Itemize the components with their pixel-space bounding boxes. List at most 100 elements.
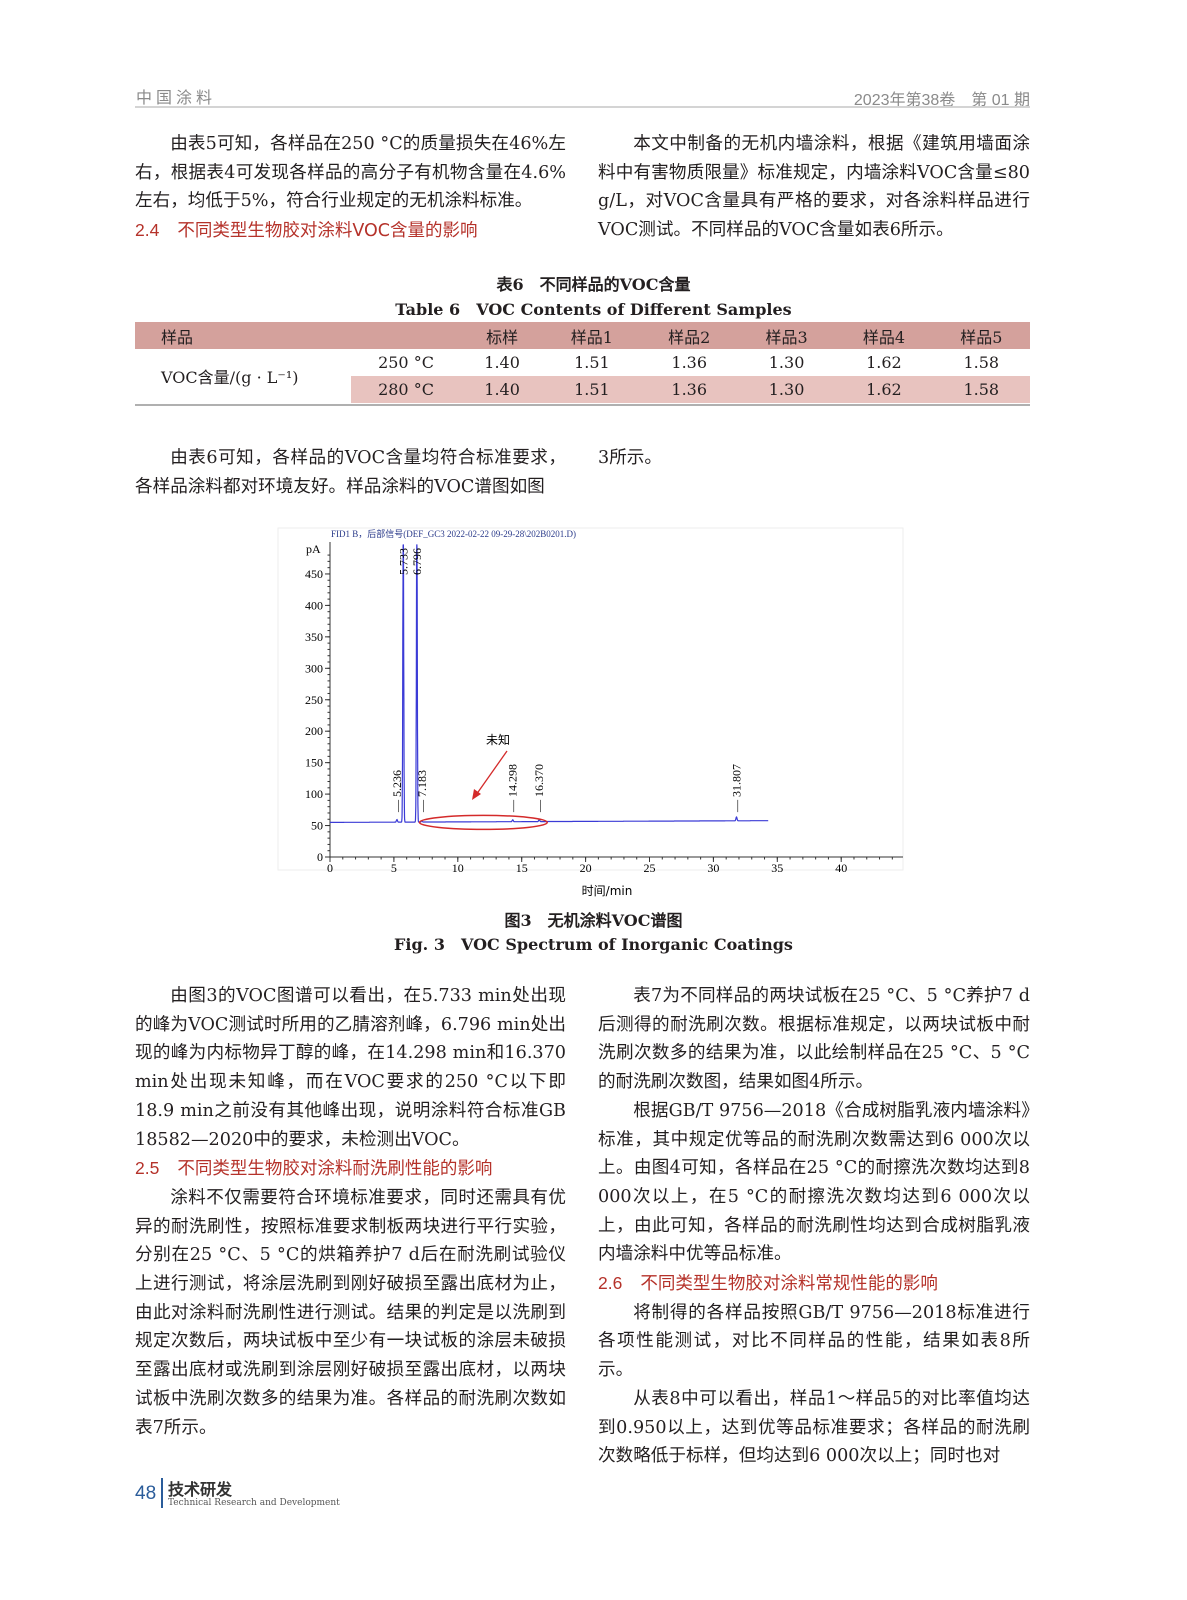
table-header-row: 样品 标样 样品1 样品2 样品3 样品4 样品5	[135, 322, 1030, 349]
peak-label: — 7.183	[415, 770, 429, 813]
x-tick-label: 10	[452, 861, 464, 875]
section-heading-2-6: 2.6 不同类型生物胶对涂料常规性能的影响	[598, 1269, 1030, 1299]
x-tick-label: 30	[707, 861, 719, 875]
page-number: 48	[135, 1483, 157, 1504]
y-tick-label: 300	[305, 661, 323, 675]
y-tick-label: 450	[305, 567, 323, 581]
value-cell: 1.51	[574, 353, 610, 372]
value-cell: 1.30	[768, 353, 805, 372]
issue-info: 2023年第38卷 第 01 期	[853, 92, 1030, 109]
journal-name: 中国涂料	[136, 88, 217, 107]
value-cell: 1.62	[866, 353, 902, 372]
temp-cell: 250 °C	[378, 353, 434, 372]
paragraph: 根据GB/T 9756—2018《合成树脂乳液内墙涂料》标准，其中规定优等品的耐…	[598, 1100, 1030, 1265]
left-mid-column: 由表6可知，各样品的VOC含量均符合标准要求，各样品涂料都对环境友好。样品涂料的…	[135, 444, 566, 501]
voc-table: 样品 标样 样品1 样品2 样品3 样品4 样品5 VOC含量/(g · L⁻¹…	[135, 322, 1030, 403]
y-tick-label: 350	[305, 630, 323, 644]
x-tick-label: 40	[835, 861, 847, 875]
table-bottom-rule	[135, 404, 1030, 406]
arrow-head-icon	[472, 789, 481, 800]
header-cell: 样品	[135, 322, 351, 349]
y-tick-label: 200	[305, 724, 323, 738]
row-label: VOC含量/(g · L⁻¹)	[161, 368, 299, 387]
value-cell: 1.58	[932, 376, 1030, 403]
header-cell: 样品4	[835, 322, 933, 349]
peak-label: 5.733	[396, 548, 410, 575]
section-number: 2.5	[135, 1158, 160, 1179]
x-tick-label: 0	[327, 861, 333, 875]
header-cell: 样品3	[737, 322, 836, 349]
table-caption-cn: 表6 不同样品的VOC含量	[496, 275, 691, 294]
paragraph: 将制得的各样品按照GB/T 9756—2018标准进行各项性能测试，对比不同样品…	[598, 1302, 1030, 1381]
y-tick-label: 0	[317, 850, 323, 864]
header-cell: 样品2	[640, 322, 738, 349]
value-cell: 1.40	[461, 376, 544, 403]
y-tick-label: 50	[311, 819, 323, 833]
chart-frame	[277, 527, 904, 871]
x-tick-label: 20	[580, 861, 592, 875]
paragraph: 3所示。	[598, 448, 662, 468]
y-axis-label: pA	[306, 542, 321, 556]
table-row: 280 °C 1.40 1.51 1.36 1.30 1.62 1.58	[135, 376, 1030, 403]
footer-section-cn: 技术研发	[168, 1480, 233, 1499]
y-tick-label: 250	[305, 693, 323, 707]
left-top-column: 由表5可知，各样品在250 °C的质量损失在46%左右，根据表4可发现各样品的高…	[135, 130, 566, 246]
annotation-label: 未知	[486, 733, 510, 747]
footer-divider	[161, 1478, 163, 1508]
header-cell: 样品1	[543, 322, 641, 349]
right-top-column: 本文中制备的无机内墙涂料，根据《建筑用墙面涂料中有害物质限量》标准规定，内墙涂料…	[598, 130, 1030, 245]
peak-label: — 5.236	[390, 770, 404, 813]
peak-label: — 16.370	[532, 764, 546, 813]
y-tick-label: 100	[305, 787, 323, 801]
chart-title: FID1 B，后部信号(DEF_GC3 2022-02-22 09-29-28\…	[331, 528, 576, 539]
value-cell: 1.51	[543, 376, 641, 403]
section-number: 2.6	[598, 1273, 623, 1294]
unknown-peaks-ellipse	[418, 814, 549, 831]
x-axis-label: 时间/min	[582, 884, 633, 898]
peak-label: — 31.807	[729, 764, 743, 813]
x-tick-label: 5	[391, 861, 397, 875]
voc-chromatogram: FID1 B，后部信号(DEF_GC3 2022-02-22 09-29-28\…	[277, 527, 904, 898]
section-heading-2-5: 2.5 不同类型生物胶对涂料耐洗刷性能的影响	[135, 1154, 566, 1184]
signal-trace	[330, 544, 769, 823]
header-cell: 标样	[461, 322, 544, 349]
paragraph: 由图3的VOC图谱可以看出，在5.733 min处出现的峰为VOC测试时所用的乙…	[135, 986, 566, 1150]
right-mid-column: 3所示。	[598, 444, 1030, 473]
peak-label: — 14.298	[506, 764, 520, 813]
paragraph: 本文中制备的无机内墙涂料，根据《建筑用墙面涂料中有害物质限量》标准规定，内墙涂料…	[598, 134, 1030, 241]
paragraph: 从表8中可以看出，样品1～样品5的对比率值均达到0.950以上，达到优等品标准要…	[598, 1388, 1030, 1467]
right-bottom-column: 表7为不同样品的两块试板在25 °C、5 °C养护7 d后测得的耐洗刷次数。根据…	[598, 982, 1030, 1471]
value-cell: 1.30	[737, 376, 836, 403]
paragraph: 涂料不仅需要符合环境标准要求，同时还需具有优异的耐洗刷性，按照标准要求制板两块进…	[135, 1187, 566, 1438]
y-tick-label: 150	[305, 756, 323, 770]
footer-section-en: Technical Research and Development	[168, 1498, 340, 1508]
value-cell: 1.36	[671, 353, 708, 372]
annotation-arrow	[475, 750, 508, 796]
y-tick-label: 400	[305, 598, 323, 612]
header-cell: 样品5	[932, 322, 1030, 349]
value-cell: 1.36	[640, 376, 738, 403]
header-divider	[135, 106, 1030, 108]
value-cell: 1.40	[484, 353, 520, 372]
x-tick-label: 35	[771, 861, 783, 875]
figure-caption-cn: 图3 无机涂料VOC谱图	[504, 911, 683, 930]
section-number: 2.4	[135, 220, 160, 241]
peak-label: 6.796	[410, 548, 424, 575]
x-tick-label: 15	[516, 861, 528, 875]
temp-cell: 280 °C	[351, 376, 461, 403]
section-title: 不同类型生物胶对涂料常规性能的影响	[640, 1274, 938, 1295]
table-caption-en: Table 6 VOC Contents of Different Sample…	[395, 300, 792, 319]
paragraph: 由表5可知，各样品在250 °C的质量损失在46%左右，根据表4可发现各样品的高…	[135, 134, 566, 212]
header-cell	[351, 322, 461, 349]
figure-caption-en: Fig. 3 VOC Spectrum of Inorganic Coating…	[394, 935, 793, 954]
section-heading-2-4: 2.4 不同类型生物胶对涂料VOC含量的影响	[135, 216, 566, 246]
paragraph: 由表6可知，各样品的VOC含量均符合标准要求，各样品涂料都对环境友好。样品涂料的…	[135, 448, 566, 497]
section-title: 不同类型生物胶对涂料耐洗刷性能的影响	[177, 1159, 493, 1180]
value-cell: 1.58	[963, 353, 1000, 372]
left-bottom-column: 由图3的VOC图谱可以看出，在5.733 min处出现的峰为VOC测试时所用的乙…	[135, 982, 566, 1442]
x-tick-label: 25	[644, 861, 656, 875]
paragraph: 表7为不同样品的两块试板在25 °C、5 °C养护7 d后测得的耐洗刷次数。根据…	[598, 986, 1030, 1093]
value-cell: 1.62	[835, 376, 933, 403]
table-row: VOC含量/(g · L⁻¹) 250 °C 1.40 1.51 1.36 1.…	[135, 349, 1030, 387]
section-title: 不同类型生物胶对涂料VOC含量的影响	[177, 221, 478, 242]
